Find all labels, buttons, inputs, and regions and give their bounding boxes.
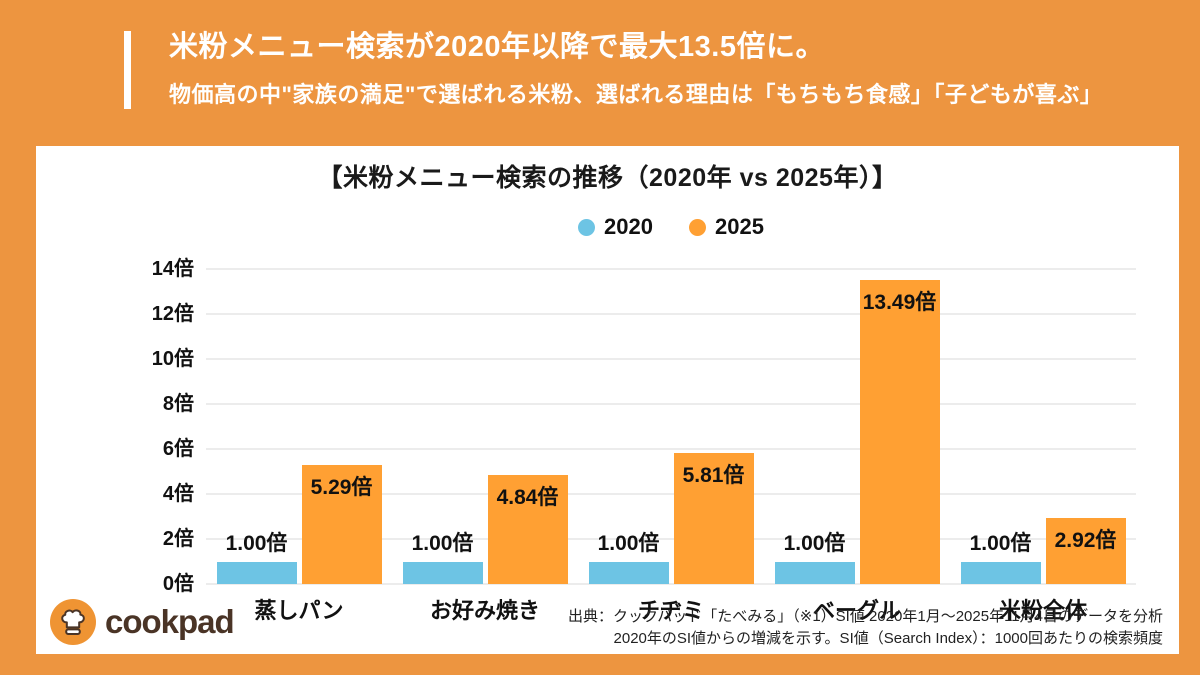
bar-2020-米粉全体: 1.00倍	[960, 532, 1041, 584]
bar-value-label: 1.00倍	[225, 531, 288, 555]
bar-groups: 1.00倍 5.29倍 1.00倍 4.84倍 1.00倍 5.81倍 1.00倍 13.49…	[206, 269, 1136, 584]
source-line-1: 出典：クックパッド「たべみる」（※1）SI値 2020年1月～2025年11月4…	[568, 608, 1163, 625]
bar-2020-ベーグル: 1.00倍	[774, 532, 855, 584]
y-tick-label: 2倍	[162, 528, 194, 550]
source-line-2: 2020年のSI値からの増減を示す。SI値（Search Index）：1000…	[613, 630, 1163, 647]
header: 米粉メニュー検索が2020年以降で最大13.5倍に。 物価高の中"家族の満足"で…	[124, 31, 1102, 110]
bar-value-label: 1.00倍	[969, 531, 1032, 555]
chart-card: 【米粉メニュー検索の推移（2020年 vs 2025年）】 2020 2025 0…	[36, 146, 1179, 654]
x-axis-labels: 蒸しパン お好み焼き チヂミ ベーグル 米粉全体	[206, 593, 1136, 625]
source-note: 出典：クックパッド「たべみる」（※1）SI値 2020年1月～2025年11月4…	[568, 606, 1163, 650]
legend-label: 2020	[604, 214, 653, 239]
x-axis-label-チヂミ: チヂミ	[637, 598, 704, 623]
bar-2020-チヂミ: 1.00倍	[588, 532, 669, 584]
cookpad-logo-text: cookpad	[105, 603, 235, 640]
bar-value-label: 2.92倍	[1054, 529, 1117, 553]
bar-value-label: 1.00倍	[783, 531, 846, 555]
legend-entry-2020: 2020	[578, 214, 653, 240]
bar-value-label: 1.00倍	[597, 531, 660, 555]
bar-value-label: 1.00倍	[411, 531, 474, 555]
gridline-10倍	[206, 358, 1136, 360]
header-title: 米粉メニュー検索が2020年以降で最大13.5倍に。	[169, 31, 825, 63]
gridline-0倍	[206, 583, 1136, 585]
bar-value-label: 13.49倍	[862, 291, 937, 315]
gridline-2倍	[206, 538, 1136, 540]
y-tick-label: 10倍	[151, 348, 194, 370]
y-tick-label: 8倍	[162, 393, 194, 415]
bar-value-label: 5.81倍	[682, 464, 745, 488]
legend-dot-icon	[578, 218, 596, 236]
bar-group-お好み焼き: 1.00倍 4.84倍	[392, 475, 578, 584]
bar-2020-お好み焼き: 1.00倍	[402, 532, 483, 584]
gridline-6倍	[206, 448, 1136, 450]
x-axis-label-蒸しパン: 蒸しパン	[254, 598, 344, 623]
chart-legend: 2020 2025	[206, 214, 1136, 240]
bar-2025-米粉全体: 2.92倍	[1045, 518, 1126, 584]
y-tick-label: 4倍	[162, 483, 194, 505]
chef-hat-icon	[61, 609, 85, 636]
y-tick-label: 14倍	[151, 258, 194, 280]
bar-value-label: 5.29倍	[310, 475, 373, 499]
y-tick-label: 0倍	[162, 573, 194, 595]
plot-area: 1.00倍 5.29倍 1.00倍 4.84倍 1.00倍 5.81倍 1.00倍 13.49…	[206, 268, 1136, 585]
bar-2025-ベーグル: 13.49倍	[859, 280, 940, 584]
gridline-8倍	[206, 403, 1136, 405]
gridline-14倍	[206, 268, 1136, 270]
bar-group-蒸しパン: 1.00倍 5.29倍	[206, 464, 392, 584]
bar-2025-チヂミ: 5.81倍	[673, 453, 754, 584]
bar-group-ベーグル: 1.00倍 13.49倍	[764, 280, 950, 584]
chart-title: 【米粉メニュー検索の推移（2020年 vs 2025年）】	[317, 164, 898, 192]
header-text-block: 米粉メニュー検索が2020年以降で最大13.5倍に。 物価高の中"家族の満足"で…	[169, 31, 1102, 109]
bar-group-米粉全体: 1.00倍 2.92倍	[950, 518, 1136, 584]
y-axis: 0倍 2倍 4倍 6倍 8倍 10倍 12倍 14倍	[36, 258, 194, 595]
x-axis-label-お好み焼き: お好み焼き	[429, 598, 540, 623]
legend-label: 2025	[715, 214, 764, 239]
gridline-12倍	[206, 313, 1136, 315]
bar-2025-蒸しパン: 5.29倍	[301, 464, 382, 584]
y-tick-label: 12倍	[151, 303, 194, 325]
header-accent-bar	[124, 31, 131, 110]
x-axis-label-ベーグル: ベーグル	[812, 598, 901, 623]
x-axis-label-米粉全体: 米粉全体	[998, 598, 1087, 623]
gridline-4倍	[206, 493, 1136, 495]
legend-dot-icon	[689, 218, 706, 236]
bar-group-チヂミ: 1.00倍 5.81倍	[578, 453, 764, 584]
header-subtitle: 物価高の中"家族の満足"で選ばれる米粉、選ばれる理由は「もちもち食感」「子どもが…	[169, 82, 1103, 108]
legend-entry-2025: 2025	[689, 214, 764, 240]
cookpad-logo-badge	[50, 599, 96, 645]
y-tick-label: 6倍	[162, 438, 194, 460]
cookpad-logo: cookpad	[50, 599, 235, 645]
bar-value-label: 4.84倍	[496, 486, 559, 510]
bar-2025-お好み焼き: 4.84倍	[487, 475, 568, 584]
bar-2020-蒸しパン: 1.00倍	[216, 532, 297, 584]
